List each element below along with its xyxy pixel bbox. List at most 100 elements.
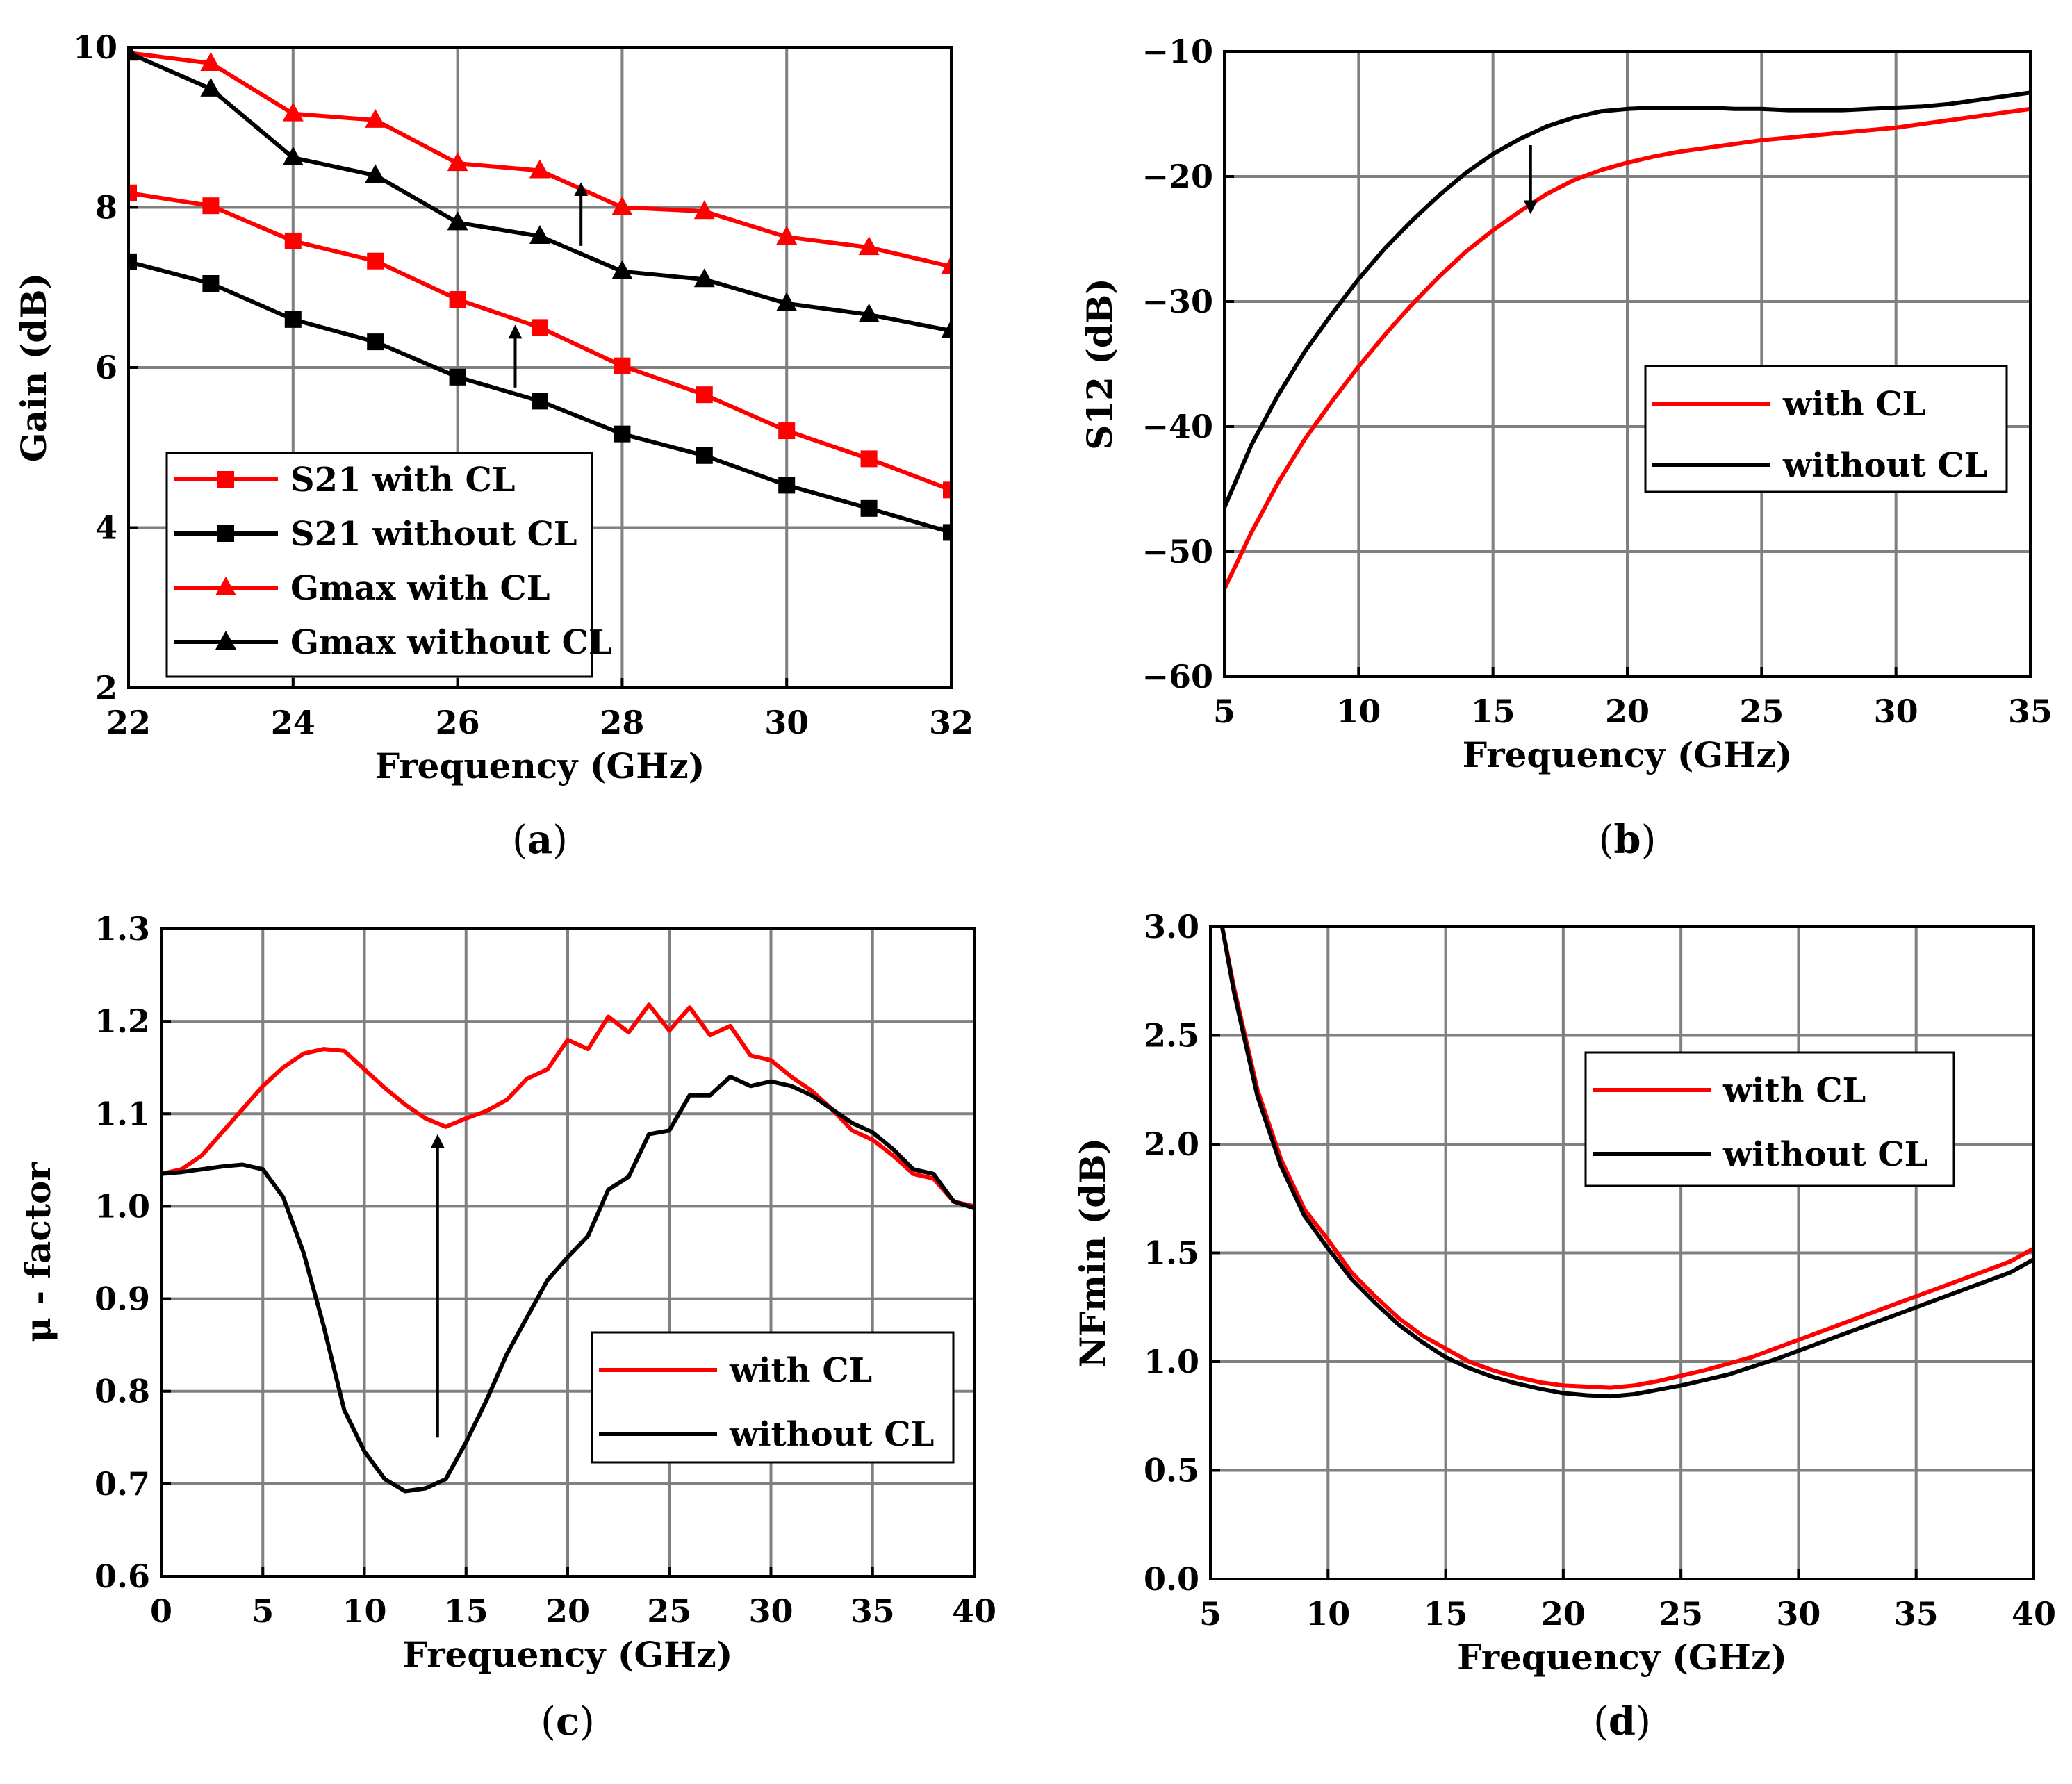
x-tick-label: 40	[952, 1592, 996, 1630]
x-axis-title: Frequency (GHz)	[1463, 734, 1793, 775]
legend-label: with CL	[1722, 1071, 1866, 1110]
series-line-1	[1219, 927, 2034, 1390]
legend-label: with CL	[1782, 385, 1925, 424]
panel-letter: c	[556, 1699, 579, 1744]
panel-letter: a	[527, 817, 552, 863]
data-point	[778, 422, 796, 440]
data-point	[200, 52, 222, 72]
x-tick-label: 15	[1424, 1595, 1468, 1633]
data-point	[693, 268, 715, 288]
y-tick-label: 1.5	[1144, 1234, 1199, 1272]
x-tick-label: 26	[436, 704, 480, 741]
y-tick-label: 1.3	[94, 910, 150, 948]
legend: with CL without CL	[591, 1331, 955, 1464]
data-point	[614, 357, 631, 374]
y-tick-label: 0.8	[94, 1373, 150, 1410]
legend-label: S21 without CL	[290, 515, 577, 554]
data-point	[611, 196, 633, 215]
y-tick-label: 1.2	[94, 1002, 150, 1040]
legend-box	[1644, 365, 2008, 493]
plot-frame	[127, 46, 953, 689]
plot-frame	[1223, 50, 2032, 678]
x-tick-label: 25	[1659, 1595, 1703, 1633]
plot-area-d	[1219, 927, 2034, 1399]
legend: with CL without CL	[1644, 365, 2008, 493]
legend: S21 with CL S21 without CL Gmax with CL Gma…	[165, 452, 612, 678]
legend-marker	[215, 631, 236, 650]
y-tick-label: 8	[95, 189, 117, 226]
y-tick-label: 2.5	[1144, 1017, 1199, 1055]
data-point	[129, 253, 137, 270]
x-tick-label: 24	[271, 704, 315, 741]
data-point	[449, 291, 466, 308]
data-point	[529, 224, 550, 244]
y-axis-title: μ - factor	[17, 1162, 58, 1343]
legend-marker	[217, 471, 234, 488]
data-point	[284, 232, 302, 249]
plot-frame	[160, 927, 976, 1578]
data-point	[696, 447, 713, 464]
series-line-2	[161, 1075, 974, 1494]
data-point	[778, 477, 796, 494]
series-line-4	[129, 51, 951, 333]
x-tick-label: 5	[252, 1592, 274, 1630]
y-tick-label: −60	[1142, 658, 1213, 695]
panel-label: (d)	[1593, 1699, 1651, 1744]
plot-area-b	[1224, 90, 2030, 590]
y-tick-label: −50	[1142, 533, 1213, 570]
y-tick-label: 0.9	[94, 1280, 150, 1318]
plot-area-c	[161, 1002, 974, 1494]
legend-box	[591, 1331, 955, 1464]
data-point	[284, 311, 302, 328]
legend-label: with CL	[729, 1351, 872, 1390]
panel-label: (c)	[541, 1699, 595, 1744]
y-tick-label: 1.1	[94, 1095, 150, 1132]
data-point	[776, 226, 798, 245]
data-point	[365, 164, 386, 183]
x-tick-label: 15	[1471, 693, 1515, 730]
data-point	[202, 197, 220, 215]
data-point	[941, 255, 951, 274]
data-point	[447, 211, 468, 231]
legend-label: without CL	[1722, 1135, 1927, 1174]
y-tick-label: −40	[1142, 408, 1213, 445]
x-tick-label: 30	[1874, 693, 1918, 730]
y-tick-label: 0.7	[94, 1465, 150, 1503]
data-point	[129, 184, 137, 201]
data-point	[532, 393, 548, 410]
data-point	[943, 481, 951, 499]
data-point	[696, 386, 713, 404]
plot-frame	[1209, 925, 2035, 1580]
legend-marker	[215, 577, 236, 595]
chart-panel-c: 0 5 10 15 20 25 30 35 40 0.6 0.7 0.8 0.9 1.0 1.1 1.2 1.3…	[17, 910, 996, 1744]
legend-box	[165, 452, 593, 678]
x-tick-label: 25	[647, 1592, 691, 1630]
x-tick-label: 10	[342, 1592, 386, 1630]
series-line-1	[1224, 106, 2030, 590]
panel-label: (a)	[512, 817, 568, 863]
data-point	[776, 292, 798, 311]
data-point	[282, 102, 304, 122]
plot-area-a	[129, 47, 951, 541]
x-tick-label: 25	[1739, 693, 1784, 730]
y-tick-label: 2.0	[1144, 1125, 1199, 1163]
x-axis-title: Frequency (GHz)	[403, 1634, 733, 1675]
y-tick-label: 0.6	[94, 1558, 150, 1595]
legend-box	[1584, 1051, 1955, 1187]
x-tick-label: 30	[1776, 1595, 1820, 1633]
x-tick-label: 0	[150, 1592, 172, 1630]
y-axis-title: Gain (dB)	[13, 273, 54, 462]
chart-panel-d: 5 10 15 20 25 30 35 40 0.0 0.5 1.0 1.5 2.0 2.5 3.0 with…	[1072, 908, 2056, 1744]
x-tick-label: 35	[850, 1592, 895, 1630]
data-point	[129, 47, 139, 61]
panel-label: (b)	[1599, 817, 1656, 863]
x-tick-label: 20	[545, 1592, 590, 1630]
legend: with CL without CL	[1584, 1051, 1955, 1187]
data-point	[367, 252, 384, 270]
x-tick-label: 20	[1541, 1595, 1586, 1633]
x-tick-label: 35	[2008, 693, 2053, 730]
y-tick-label: −10	[1142, 33, 1213, 70]
y-tick-label: 2	[95, 669, 117, 707]
